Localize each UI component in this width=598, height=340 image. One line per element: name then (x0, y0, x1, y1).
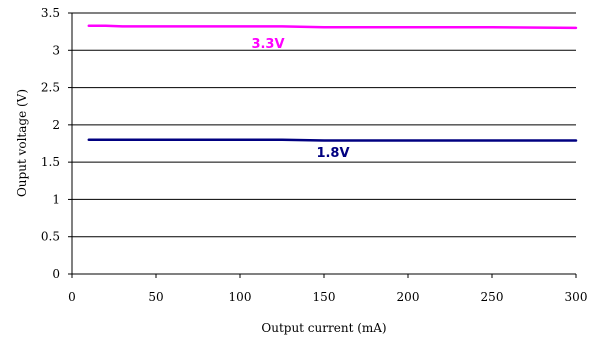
series-label: 3.3V (251, 37, 284, 52)
y-tick-label: 3.5 (41, 6, 60, 20)
y-tick-label: 2.5 (41, 81, 60, 95)
grid-lines (72, 12, 576, 238)
y-axis-label: Ouput voltage (V) (15, 89, 29, 197)
series-lines (87, 24, 578, 142)
x-tick-label: 100 (229, 290, 252, 304)
x-tick-label: 250 (481, 290, 504, 304)
y-tick-label: 1 (52, 192, 60, 206)
x-tick-label: 50 (148, 290, 163, 304)
y-tick-label: 0.5 (41, 230, 60, 244)
series-line-3-3v (87, 24, 578, 30)
series-labels: 3.3V 1.8V (251, 37, 349, 161)
x-tick-label: 200 (397, 290, 420, 304)
x-tick-labels: 0 50 100 150 200 250 300 (68, 290, 587, 304)
x-axis-label: Output current (mA) (261, 321, 386, 335)
series-line-1-8v (87, 138, 578, 142)
x-tick-label: 300 (565, 290, 588, 304)
y-tick-label: 2 (52, 118, 60, 132)
y-tick-label: 0 (52, 267, 60, 281)
y-tick-labels: 0 0.5 1 1.5 2 2.5 3 3.5 (41, 6, 60, 281)
y-tick-label: 1.5 (41, 155, 60, 169)
series-label: 1.8V (316, 146, 349, 161)
axes (68, 12, 577, 278)
y-tick-label: 3 (52, 43, 60, 57)
x-tick-label: 150 (313, 290, 336, 304)
x-tick-label: 0 (68, 290, 76, 304)
